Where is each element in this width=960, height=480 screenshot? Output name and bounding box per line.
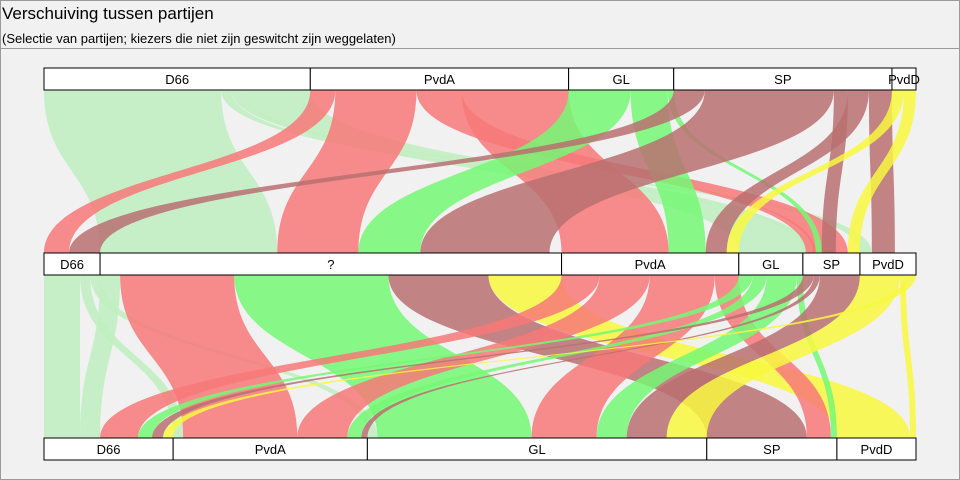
- node-label-0-pvdd: PvdD: [888, 72, 920, 87]
- flow-1-sp-to-pvda: [361, 275, 820, 438]
- node-label-0-d66: D66: [165, 72, 189, 87]
- flow-1-sp-to-d66: [152, 275, 814, 438]
- node-2-pvdd: [836, 437, 917, 461]
- flow-0-sp-to-d66: [69, 90, 705, 253]
- title-divider: [0, 48, 960, 49]
- node-label-1-gl: GL: [762, 257, 779, 272]
- node-label-0-sp: SP: [774, 72, 791, 87]
- flow-0-pvda-to-unknown: [277, 90, 417, 253]
- flow-1-pvda-to-pvda: [297, 275, 650, 438]
- node-1-pvdd: [859, 252, 917, 276]
- node-label-0-gl: GL: [612, 72, 629, 87]
- node-label-1-unknown: ?: [327, 257, 334, 272]
- flow-0-d66-to-unknown: [44, 90, 278, 253]
- flow-1-gl-to-pvda: [347, 275, 767, 438]
- flow-1-pvda-to-gl: [531, 275, 715, 438]
- flow-1-unknown-to-d66: [80, 275, 121, 438]
- node-0-pvdd: [891, 67, 917, 91]
- flow-1-gl-to-sp: [796, 275, 837, 438]
- node-label-1-pvda: PvdA: [635, 257, 666, 272]
- flow-0-pvda-to-d66: [44, 90, 336, 253]
- chart-title: Verschuiving tussen partijen: [2, 4, 214, 23]
- node-label-1-sp: SP: [823, 257, 840, 272]
- node-label-2-pvda: PvdA: [255, 442, 286, 457]
- node-label-1-pvdd: PvdD: [872, 257, 904, 272]
- flow-1-pvdd-to-d66: [163, 275, 917, 438]
- flow-0-gl-to-gl: [667, 90, 822, 253]
- flow-0-sp-to-pvda: [705, 90, 869, 253]
- flow-1-unknown-to-gl: [234, 275, 532, 438]
- chart-subtitle: (Selectie van partijen; kiezers die niet…: [2, 31, 396, 46]
- flow-1-unknown-to-pvda: [120, 275, 298, 438]
- flow-1-d66-to-pvda: [80, 275, 184, 438]
- flow-1-sp-to-gl: [626, 275, 860, 438]
- flow-1-gl-to-d66: [138, 275, 753, 438]
- node-label-2-d66: D66: [97, 442, 121, 457]
- flow-0-sp-to-unknown: [420, 90, 834, 253]
- node-label-0-pvda: PvdA: [424, 72, 455, 87]
- node-label-2-gl: GL: [528, 442, 545, 457]
- flow-1-gl-to-gl: [596, 275, 797, 438]
- flow-layer: [44, 90, 917, 438]
- flow-1-pvdd-to-pvdd: [899, 275, 916, 438]
- flow-0-pvdd-to-sp: [847, 90, 916, 253]
- node-label-1-d66: D66: [60, 257, 84, 272]
- flow-1-pvda-to-d66: [100, 275, 600, 438]
- node-layer: D66 PvdA GL SP PvdD D66? PvdA GL SP PvdD D66 PvdA GL…: [43, 67, 920, 461]
- flow-1-d66-to-d66: [44, 275, 81, 438]
- node-label-2-pvdd: PvdD: [861, 442, 893, 457]
- flow-0-pvdd-to-pvda: [726, 90, 904, 253]
- node-label-2-sp: SP: [763, 442, 780, 457]
- flow-1-pvdd-to-gl: [666, 275, 900, 438]
- flow-0-gl-to-unknown: [358, 90, 631, 253]
